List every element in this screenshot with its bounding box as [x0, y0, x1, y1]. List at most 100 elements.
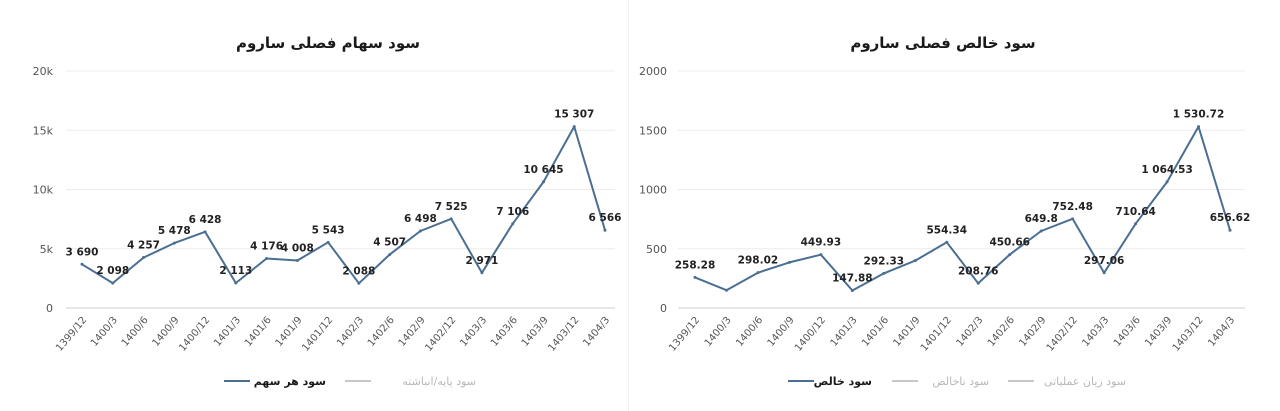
data-label: 208.76	[958, 265, 999, 277]
x-tick-label: 1400/3	[703, 315, 734, 349]
x-tick-label: 1401/3	[829, 315, 860, 349]
series-line	[81, 125, 606, 285]
legend-label: سود پایه/انباشته	[402, 375, 476, 388]
legend-label: سود هر سهم	[254, 375, 326, 388]
chart-title: سود خالص فصلی ساروم	[850, 34, 1035, 52]
legend-label: سود ناخالص	[932, 375, 989, 388]
data-point	[1071, 217, 1075, 221]
y-tick-label: 1500	[639, 124, 667, 137]
data-label: 6 498	[404, 213, 437, 225]
data-point	[603, 228, 607, 232]
data-point	[850, 288, 854, 292]
x-tick-label: 1401/12	[919, 315, 954, 354]
data-point	[111, 281, 115, 285]
data-label: 649.8	[1025, 213, 1058, 225]
data-point	[724, 288, 728, 292]
x-tick-label: 1403/6	[1112, 315, 1143, 349]
legend-label: سود زیان عملیاتی	[1044, 375, 1126, 388]
data-point	[1008, 253, 1012, 257]
data-label: 554.34	[926, 224, 967, 236]
data-label: 450.66	[989, 237, 1030, 249]
data-point	[693, 275, 697, 279]
net-profit-chart: سود خالص فصلی ساروم 0 500 1000 1500 2000 1399/…	[639, 34, 1251, 388]
data-point	[326, 240, 330, 244]
x-tick-label: 1401/3	[212, 315, 243, 349]
data-label: 4 176	[250, 241, 283, 253]
data-point	[357, 281, 361, 285]
data-point	[945, 240, 949, 244]
data-point	[234, 281, 238, 285]
data-point	[1039, 229, 1043, 233]
data-label: 2 971	[465, 255, 498, 267]
data-label: 7 525	[435, 201, 468, 213]
data-point	[882, 271, 886, 275]
data-point	[819, 253, 823, 257]
x-tick-label: 1401/6	[243, 315, 274, 349]
data-label: 147.88	[832, 272, 873, 284]
x-tick-label: 1403/12	[546, 315, 581, 354]
data-point	[480, 271, 484, 275]
data-label: 1 530.72	[1173, 109, 1224, 121]
x-tick-label: 1403/6	[489, 315, 520, 349]
data-label: 4 507	[373, 237, 406, 249]
x-tick-label: 1401/6	[860, 315, 891, 349]
data-point	[449, 217, 453, 221]
y-tick-label: 500	[646, 243, 667, 256]
data-label: 752.48	[1052, 201, 1093, 213]
data-label: 10 645	[523, 164, 563, 176]
x-tick-label: 1404/3	[581, 315, 612, 349]
data-point	[1197, 125, 1201, 129]
y-tick-label: 5k	[40, 243, 54, 256]
data-point	[418, 229, 422, 233]
y-tick-label: 10k	[33, 184, 54, 197]
x-tick-label: 1401/12	[300, 315, 335, 354]
data-label: 2 088	[342, 265, 375, 277]
data-label: 5 478	[158, 225, 191, 237]
data-label: 298.02	[738, 255, 779, 267]
x-tick-label: 1402/6	[366, 315, 397, 349]
data-label: 710.64	[1115, 206, 1156, 218]
y-tick-label: 0	[46, 302, 53, 315]
chart-panel-net-profit: سود خالص فصلی ساروم 0 500 1000 1500 2000 1399/…	[630, 0, 1280, 411]
chart-panel-eps: سود سهام فصلی ساروم 0 5k 10k 15k 20k 1399/12 14…	[0, 0, 630, 411]
data-label: 292.33	[864, 255, 905, 267]
data-label: 7 106	[496, 206, 529, 218]
x-tick-label: 1404/3	[1206, 315, 1237, 349]
data-point	[1228, 228, 1232, 232]
x-tick-label: 1400/6	[120, 315, 151, 349]
y-tick-label: 1000	[639, 184, 667, 197]
data-point	[913, 259, 917, 263]
data-label: 656.62	[1210, 212, 1251, 224]
legend-label: سود خالص	[814, 375, 872, 388]
data-point	[203, 230, 207, 234]
x-tick-label: 1400/9	[151, 315, 182, 349]
series-line	[694, 125, 1231, 292]
x-tick-label: 1400/9	[766, 315, 797, 349]
x-tick-label: 1400/12	[793, 315, 828, 354]
x-tick-label: 1402/6	[986, 315, 1017, 349]
data-label: 15 307	[554, 109, 594, 121]
data-label: 3 690	[66, 246, 99, 258]
data-label: 258.28	[675, 259, 716, 271]
data-point	[787, 260, 791, 264]
x-tick-label: 1401/9	[892, 315, 923, 349]
data-point	[80, 262, 84, 266]
x-tick-label: 1402/9	[397, 315, 428, 349]
x-tick-label: 1403/9	[520, 315, 551, 349]
data-label: 5 543	[312, 224, 345, 236]
x-tick-label: 1402/9	[1017, 315, 1048, 349]
data-point	[1165, 180, 1169, 184]
panel-divider	[628, 0, 629, 411]
data-label: 6 428	[189, 214, 222, 226]
x-tick-label: 1399/12	[54, 315, 89, 354]
chart-title: سود سهام فصلی ساروم	[236, 34, 420, 52]
x-tick-label: 1403/3	[1080, 315, 1111, 349]
y-tick-label: 0	[660, 302, 667, 315]
x-tick-label: 1403/3	[458, 315, 489, 349]
data-label: 2 113	[219, 265, 252, 277]
x-tick-label: 1402/3	[954, 315, 985, 349]
data-label: 4 008	[281, 243, 314, 255]
x-tick-label: 1403/12	[1171, 315, 1206, 354]
x-tick-label: 1403/9	[1143, 315, 1174, 349]
